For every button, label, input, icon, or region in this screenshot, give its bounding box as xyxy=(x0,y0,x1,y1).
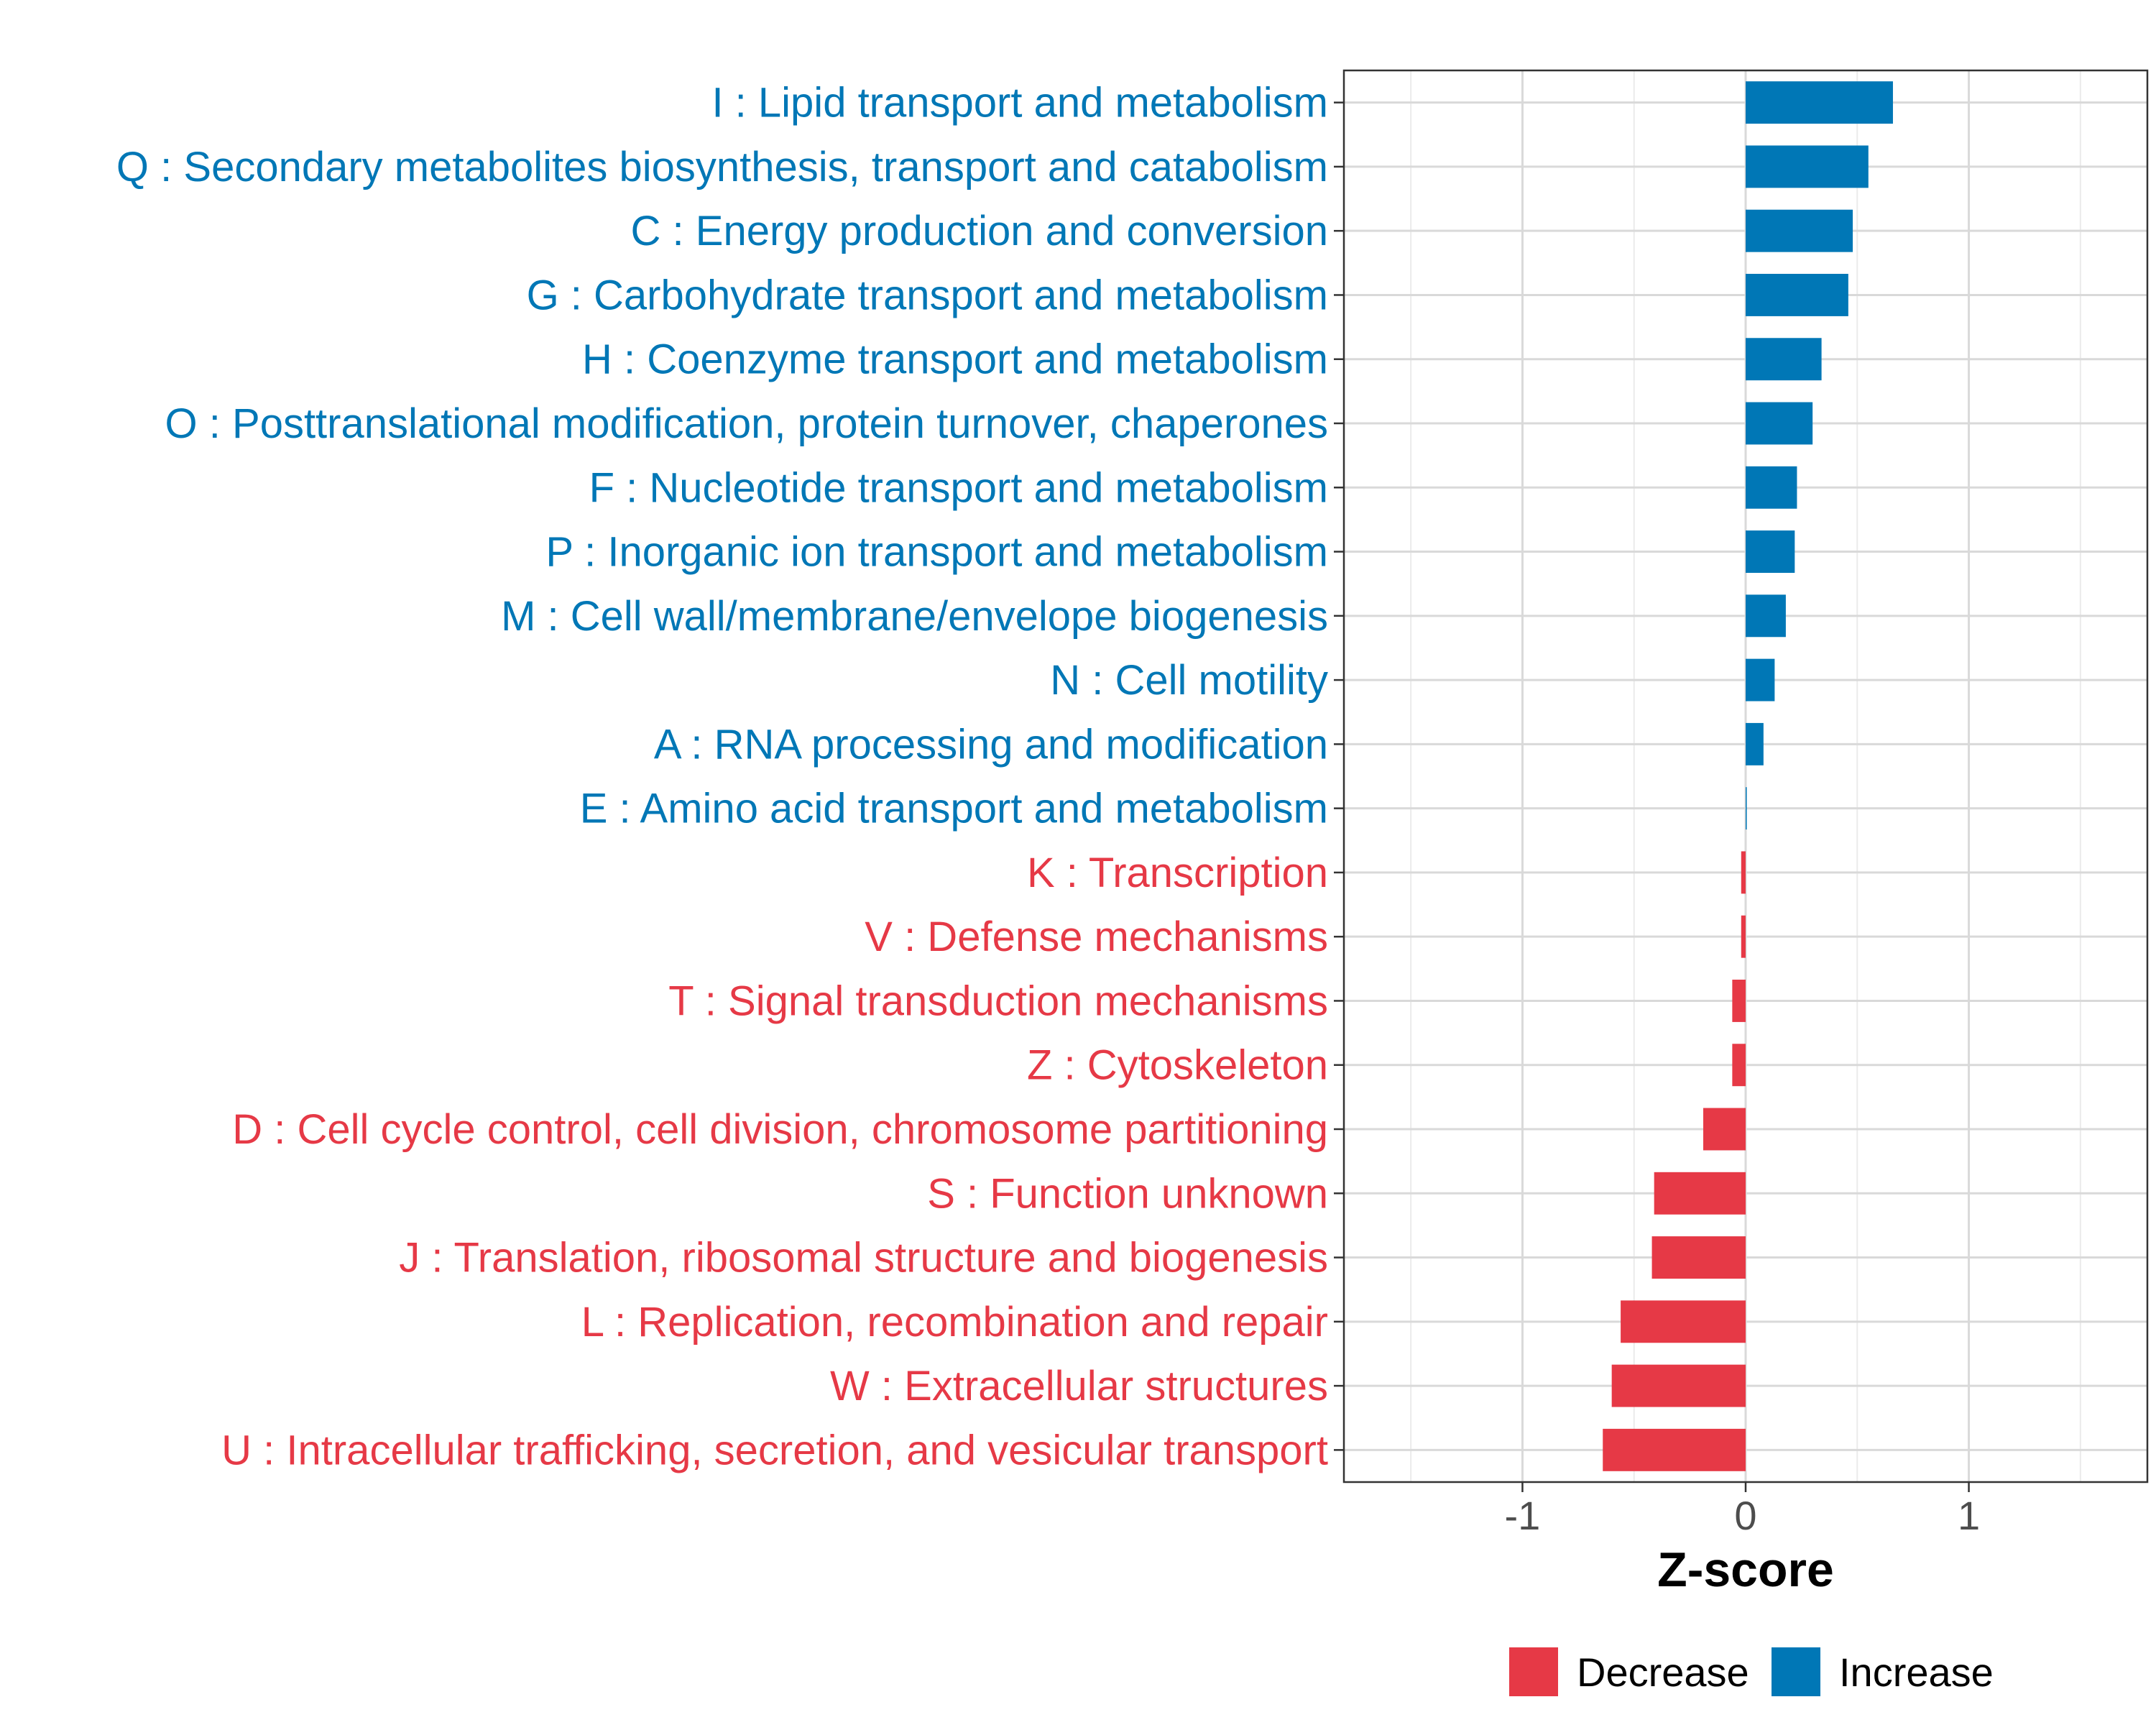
bar xyxy=(1746,530,1795,574)
bar xyxy=(1746,722,1764,765)
category-label: K : Transcription xyxy=(1027,850,1328,896)
category-label: J : Translation, ribosomal structure and… xyxy=(399,1235,1328,1282)
legend-swatch-decrease xyxy=(1509,1647,1558,1696)
bar xyxy=(1741,851,1746,894)
bar xyxy=(1746,594,1786,638)
category-label: C : Energy production and conversion xyxy=(631,208,1328,254)
bar xyxy=(1746,787,1747,830)
category-label: V : Defense mechanisms xyxy=(865,914,1328,960)
bar xyxy=(1603,1428,1746,1471)
bar xyxy=(1746,466,1797,509)
bar xyxy=(1746,402,1813,445)
bar xyxy=(1732,1044,1746,1087)
category-label: P : Inorganic ion transport and metaboli… xyxy=(545,529,1328,576)
category-label: W : Extracellular structures xyxy=(830,1363,1328,1409)
x-axis-ticks: -1 0 1 xyxy=(1505,1482,1980,1538)
legend-swatch-increase xyxy=(1772,1647,1820,1696)
category-label: O : Posttranslational modification, prot… xyxy=(165,400,1328,447)
x-tick-label: 0 xyxy=(1734,1493,1756,1538)
category-label: H : Coenzyme transport and metabolism xyxy=(582,336,1328,383)
category-label: G : Carbohydrate transport and metabolis… xyxy=(527,272,1328,318)
category-label: T : Signal transduction mechanisms xyxy=(668,978,1328,1024)
legend: Decrease Increase xyxy=(1509,1647,1994,1696)
category-label: N : Cell motility xyxy=(1050,657,1328,704)
bar xyxy=(1746,273,1848,316)
category-label: Q : Secondary metabolites biosynthesis, … xyxy=(116,144,1328,190)
bar xyxy=(1651,1236,1746,1279)
bar xyxy=(1611,1364,1746,1407)
category-label: F : Nucleotide transport and metabolism xyxy=(589,464,1328,511)
category-label: I : Lipid transport and metabolism xyxy=(711,80,1328,126)
category-label: S : Function unknown xyxy=(927,1170,1328,1217)
x-axis-title: Z-score xyxy=(1657,1542,1834,1597)
bar xyxy=(1621,1300,1746,1343)
bars xyxy=(1603,81,1893,1471)
legend-label-increase: Increase xyxy=(1839,1650,1994,1695)
bar xyxy=(1703,1108,1746,1151)
category-label: A : RNA processing and modification xyxy=(654,721,1328,768)
category-label: M : Cell wall/membrane/envelope biogenes… xyxy=(501,593,1328,640)
bar xyxy=(1746,658,1775,702)
x-tick-label: 1 xyxy=(1958,1493,1980,1538)
bar xyxy=(1654,1172,1746,1215)
x-tick-label: -1 xyxy=(1505,1493,1541,1538)
y-axis-ticks xyxy=(1334,101,1344,1451)
bar xyxy=(1741,915,1746,958)
bar xyxy=(1746,145,1869,188)
bar xyxy=(1746,209,1853,252)
y-axis-labels: I : Lipid transport and metabolism Q : Se… xyxy=(116,80,1328,1474)
category-label: Z : Cytoskeleton xyxy=(1027,1042,1328,1089)
bar xyxy=(1732,979,1746,1022)
legend-label-decrease: Decrease xyxy=(1577,1650,1749,1695)
category-label: D : Cell cycle control, cell division, c… xyxy=(232,1106,1328,1153)
category-label: L : Replication, recombination and repai… xyxy=(581,1299,1328,1346)
category-label: U : Intracellular trafficking, secretion… xyxy=(221,1427,1328,1473)
category-label: E : Amino acid transport and metabolism xyxy=(580,786,1328,832)
bar xyxy=(1746,338,1822,381)
bar xyxy=(1746,81,1893,124)
